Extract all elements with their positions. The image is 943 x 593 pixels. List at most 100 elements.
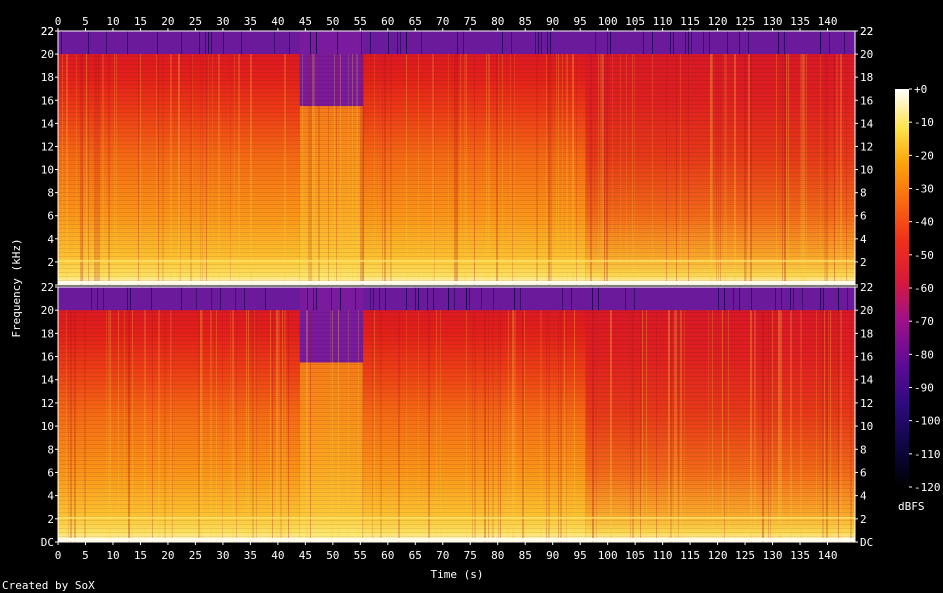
top-band-streak <box>829 31 830 55</box>
colorbar-ticks: +0 -10 -20 -30 -40 -50 -60 -70 -80 -90 -100 -110 -12… <box>909 83 941 494</box>
top-band-streak <box>571 287 572 311</box>
y-tick-label: 4 <box>47 490 54 503</box>
x-tick-label: 30 <box>216 15 229 28</box>
x-tick-label: 125 <box>735 549 755 562</box>
top-band-streak <box>223 31 224 55</box>
x-tick-label: 100 <box>598 15 618 28</box>
top-band-streak <box>421 31 422 55</box>
top-band-streak <box>361 31 362 55</box>
x-tick-label: 135 <box>790 549 810 562</box>
colorbar-tick-label: -10 <box>914 116 934 129</box>
colorbar-tick-label: +0 <box>914 83 927 96</box>
y-tick-label: 16 <box>41 351 54 364</box>
y-tick-label: 4 <box>47 233 54 246</box>
top-band-streak <box>610 31 611 55</box>
y-tick-label: 10 <box>41 164 54 177</box>
x-tick-label: 125 <box>735 15 755 28</box>
y-tick-label: 2 <box>860 256 867 269</box>
y-tick-label: 6 <box>47 466 54 479</box>
x-axis-title: Time (s) <box>431 568 484 581</box>
spectrogram-panels <box>57 30 856 543</box>
top-band-streak <box>463 31 464 55</box>
y-tick-label: 22 <box>860 281 873 294</box>
y-tick-label: 20 <box>860 48 873 61</box>
y-tick-label: 22 <box>41 25 54 38</box>
top-band-streak <box>481 287 482 311</box>
top-band-streak <box>211 31 212 55</box>
top-band-streak <box>400 31 401 55</box>
top-band-streak <box>385 287 386 311</box>
x-tick-label: 60 <box>381 15 394 28</box>
top-band-streak <box>778 31 779 55</box>
top-band-streak <box>598 287 599 311</box>
x-tick-label: 0 <box>55 15 62 28</box>
top-band-streak <box>733 287 734 311</box>
top-band-streak <box>370 287 371 311</box>
colorbar-tick-label: -70 <box>914 315 934 328</box>
y-tick-label: 20 <box>41 304 54 317</box>
x-tick-label: 130 <box>763 549 783 562</box>
x-tick-label: 30 <box>216 549 229 562</box>
top-band-streak <box>313 287 314 311</box>
y-tick-label: 20 <box>41 48 54 61</box>
colorbar-tick-label: -20 <box>914 149 934 162</box>
top-band-streak <box>103 287 104 311</box>
y-tick-label: 8 <box>860 443 867 456</box>
top-band-streak <box>316 287 317 311</box>
y-tick-label: 14 <box>860 374 874 387</box>
top-band-streak <box>535 31 536 55</box>
x-tick-label: 105 <box>625 549 645 562</box>
top-band-streak <box>127 31 128 55</box>
top-band-streak <box>448 287 449 311</box>
top-band-streak <box>514 287 515 311</box>
top-band-streak <box>727 31 728 55</box>
top-band-streak <box>775 287 776 311</box>
top-band-streak <box>511 31 512 55</box>
top-band-streak <box>199 31 200 55</box>
top-band-streak <box>493 287 494 311</box>
top-band-streak <box>211 287 212 311</box>
x-tick-label: 85 <box>519 549 532 562</box>
top-band-streak <box>274 31 275 55</box>
colorbar: +0 -10 -20 -30 -40 -50 -60 -70 -80 -90 -100 -110 -12… <box>895 83 941 513</box>
y-tick-label: 18 <box>860 71 873 84</box>
low-frequency-band <box>58 538 855 541</box>
x-tick-label: 20 <box>161 549 174 562</box>
colorbar-tick-label: -100 <box>914 415 941 428</box>
y-axis-title: Frequency (kHz) <box>10 238 23 337</box>
top-band-streak <box>547 31 548 55</box>
low-frequency-band <box>58 516 855 519</box>
top-band-streak <box>307 287 308 311</box>
colorbar-tick-label: -60 <box>914 282 934 295</box>
top-band-streak <box>106 31 107 55</box>
x-tick-label: 25 <box>189 549 202 562</box>
x-tick-label: 120 <box>708 15 728 28</box>
x-tick-label: 5 <box>82 549 89 562</box>
x-tick-label: 120 <box>708 549 728 562</box>
y-tick-label: 4 <box>860 490 867 503</box>
y-tick-label: 22 <box>860 25 873 38</box>
top-band-streak <box>457 31 458 55</box>
top-band-streak <box>844 31 845 55</box>
top-band-streak <box>91 287 92 311</box>
top-band-streak <box>244 287 245 311</box>
x-tick-label: 10 <box>106 15 119 28</box>
top-band-streak <box>691 31 692 55</box>
top-band-streak <box>673 31 674 55</box>
x-tick-label: 65 <box>409 15 422 28</box>
x-tick-label: 40 <box>271 549 284 562</box>
top-band-streak <box>562 287 563 311</box>
x-tick-label: 0 <box>55 549 62 562</box>
channel-2-spectrogram <box>57 286 856 543</box>
low-frequency-band <box>58 281 855 284</box>
x-axis-top: 0 5 10 15 20 25 30 35 40 45 50 55 60 65 70 75 80 85 90 95 10… <box>55 15 837 31</box>
colorbar-tick-label: -50 <box>914 249 934 262</box>
y-tick-label: 6 <box>860 210 867 223</box>
y-tick-label: 16 <box>860 351 873 364</box>
y-tick-label: 18 <box>41 327 54 340</box>
y-tick-label: 18 <box>860 327 873 340</box>
top-band-streak <box>130 287 131 311</box>
